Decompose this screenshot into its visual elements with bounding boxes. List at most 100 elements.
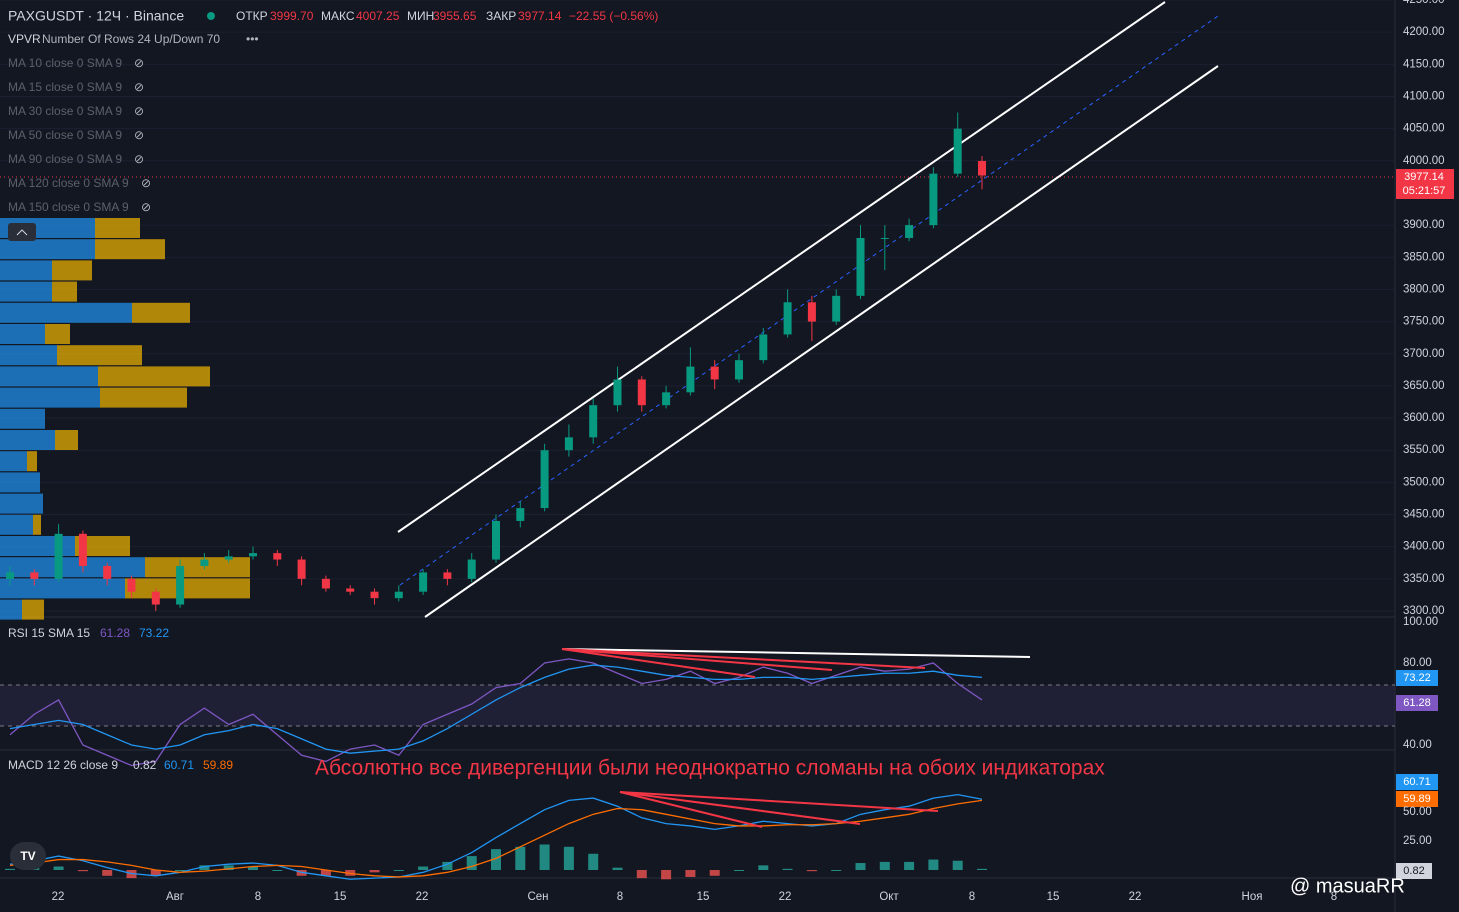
x-tick-label: 15 (697, 891, 710, 903)
vpvr-down (125, 578, 250, 599)
histogram-bar (199, 865, 210, 870)
open-value: 3999.70 (270, 9, 314, 23)
histogram-bar (806, 870, 817, 872)
candle-body (953, 128, 962, 174)
vpvr-down (57, 345, 142, 366)
histogram-bar (369, 870, 380, 873)
vpvr-down (95, 218, 140, 238)
vpvr-up (0, 260, 52, 281)
candle-body (249, 553, 257, 557)
visibility-toggle[interactable]: ⊘ (134, 56, 144, 70)
x-tick-label: Ноя (1242, 891, 1263, 903)
histogram-bar (563, 846, 574, 870)
vpvr-up (0, 281, 52, 302)
more[interactable]: ••• (246, 32, 259, 46)
y-tick-label: 4000.00 (1403, 155, 1445, 167)
vpvr-up (0, 557, 145, 578)
candle-body (832, 295, 841, 322)
candle-body (613, 379, 622, 406)
candle-body (589, 405, 598, 438)
histogram-bar (53, 866, 64, 870)
rsi-sma-badge: 73.22 (1403, 672, 1431, 684)
histogram-bar (588, 853, 599, 870)
divergence-line (619, 791, 763, 828)
candle-body (856, 237, 865, 296)
price-badge (1396, 169, 1454, 199)
ma-label: MA 30 close 0 SMA 9 (8, 104, 122, 118)
divergence-line (561, 648, 833, 671)
vpvr-up (0, 493, 43, 514)
macd-title: MACD 12 26 close 9 (8, 758, 118, 772)
histogram-bar (515, 846, 526, 870)
histogram-bar (709, 870, 720, 876)
x-tick-label: 22 (416, 891, 429, 903)
candle-body (492, 520, 500, 560)
y-tick-label: 4250.00 (1403, 0, 1445, 6)
candle-body (443, 572, 452, 579)
visibility-toggle[interactable]: ⊘ (134, 128, 144, 142)
low-value: 3955.65 (433, 9, 477, 23)
visibility-toggle[interactable]: ⊘ (134, 152, 144, 166)
visibility-toggle[interactable]: ⊘ (134, 104, 144, 118)
vpvr-label: VPVR (8, 32, 41, 46)
x-tick-label: 22 (52, 891, 65, 903)
candle-body (686, 366, 695, 393)
y-tick-label: 3850.00 (1403, 251, 1445, 263)
vpvr-down (52, 281, 77, 302)
close-value: 3977.14 (518, 9, 562, 23)
symbol: PAXGUSDT · 12Ч · Binance (8, 8, 184, 24)
vpvr-down (75, 536, 130, 556)
histogram-bar (393, 870, 404, 871)
signal-value: 59.89 (203, 758, 233, 772)
divergence-line (619, 791, 939, 812)
data-layer (5, 112, 987, 880)
vpvr-up (0, 472, 40, 493)
macd-line (9, 793, 983, 880)
y-tick-label: 3350.00 (1403, 573, 1445, 585)
last-price: 3977.14 (1404, 171, 1444, 183)
histogram-bar (320, 870, 331, 876)
vpvr-down (45, 324, 70, 344)
vpvr-up (0, 239, 95, 260)
vpvr-down (27, 451, 37, 472)
histogram-bar (466, 856, 477, 870)
countdown: 05:21:57 (1403, 185, 1446, 197)
histogram-bar (904, 861, 915, 870)
y-tick-label: 3650.00 (1403, 380, 1445, 392)
histogram-bar (952, 860, 963, 870)
candle-body (224, 556, 233, 560)
visibility-toggle[interactable]: ⊘ (134, 80, 144, 94)
vpvr-down (22, 599, 44, 620)
candle-body (783, 302, 792, 335)
candle-body (30, 572, 39, 579)
close-label: ЗАКР (486, 9, 516, 23)
divergence-line (561, 648, 1031, 658)
candle-body (54, 533, 63, 579)
visibility-toggle[interactable]: ⊘ (141, 200, 151, 214)
x-tick-label: Авг (166, 891, 184, 903)
x-tick-label: Сен (527, 891, 548, 903)
vpvr-down (52, 260, 92, 281)
visibility-toggle[interactable]: ⊘ (141, 176, 151, 190)
histogram-bar (758, 865, 769, 870)
candle-body (297, 559, 306, 579)
histogram-bar (223, 865, 234, 870)
y-tick-label: 3400.00 (1403, 541, 1445, 553)
y-tick-label: 3500.00 (1403, 476, 1445, 488)
ma-list: MA 10 close 0 SMA 9 ⊘ MA 15 close 0 SMA 9 ⊘… (8, 56, 151, 214)
vpvr-up (0, 324, 45, 344)
vpvr-up (0, 536, 75, 556)
candle-body (637, 379, 646, 406)
candle-body (710, 366, 719, 380)
y-tick-label: 3550.00 (1403, 444, 1445, 456)
histogram-bar (661, 870, 672, 880)
y-tick-label: 100.00 (1403, 616, 1438, 628)
change-value: −22.55 (−0.56%) (569, 9, 658, 23)
collapse-button[interactable] (8, 223, 36, 241)
rsi-title: RSI 15 SMA 15 (8, 626, 90, 640)
candle-body (200, 559, 209, 566)
y-tick-label: 4050.00 (1403, 123, 1445, 135)
candle-body (662, 392, 671, 406)
x-tick-label: 22 (1129, 891, 1142, 903)
y-tick-label: 3750.00 (1403, 316, 1445, 328)
